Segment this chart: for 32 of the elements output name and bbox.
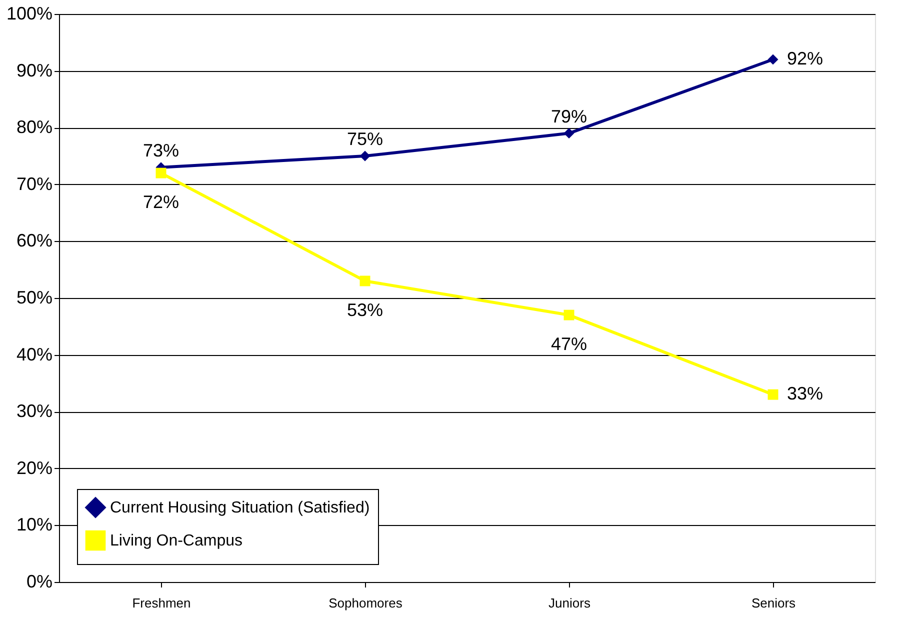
data-label: 72% <box>142 192 180 212</box>
data-label: 79% <box>550 106 588 126</box>
point <box>360 150 370 162</box>
legend-label: Living On-Campus <box>110 532 242 550</box>
data-label: 53% <box>346 300 384 320</box>
legend-label: Current Housing Situation (Satisfied) <box>110 500 370 516</box>
point <box>564 128 574 139</box>
y-tick-label: 20% <box>16 458 52 478</box>
y-tick-label: 70% <box>16 174 52 194</box>
point <box>768 54 778 65</box>
y-tick-label: 50% <box>16 288 52 308</box>
y-tick-label: 0% <box>26 572 52 592</box>
y-tick-label: 100% <box>6 4 52 24</box>
data-label: 73% <box>142 140 180 160</box>
x-tick-label: Seniors <box>751 596 796 610</box>
y-tick-label: 60% <box>16 230 52 251</box>
y-tick-label: 40% <box>16 344 52 364</box>
point <box>768 389 778 400</box>
x-tick-label: Freshmen <box>132 596 191 610</box>
x-tick-label: Sophomores <box>328 596 403 610</box>
y-tick-label: 80% <box>16 117 52 138</box>
data-label: 47% <box>550 334 588 354</box>
data-label: 75% <box>346 129 384 149</box>
point <box>564 310 574 320</box>
x-tick-label: Juniors <box>548 596 591 610</box>
point <box>360 276 370 286</box>
data-label: 92% <box>787 48 824 68</box>
y-tick-label: 90% <box>16 60 52 80</box>
y-tick-label: 30% <box>16 401 52 422</box>
point <box>156 168 166 178</box>
data-label: 33% <box>787 384 824 404</box>
y-tick-label: 10% <box>16 514 52 535</box>
